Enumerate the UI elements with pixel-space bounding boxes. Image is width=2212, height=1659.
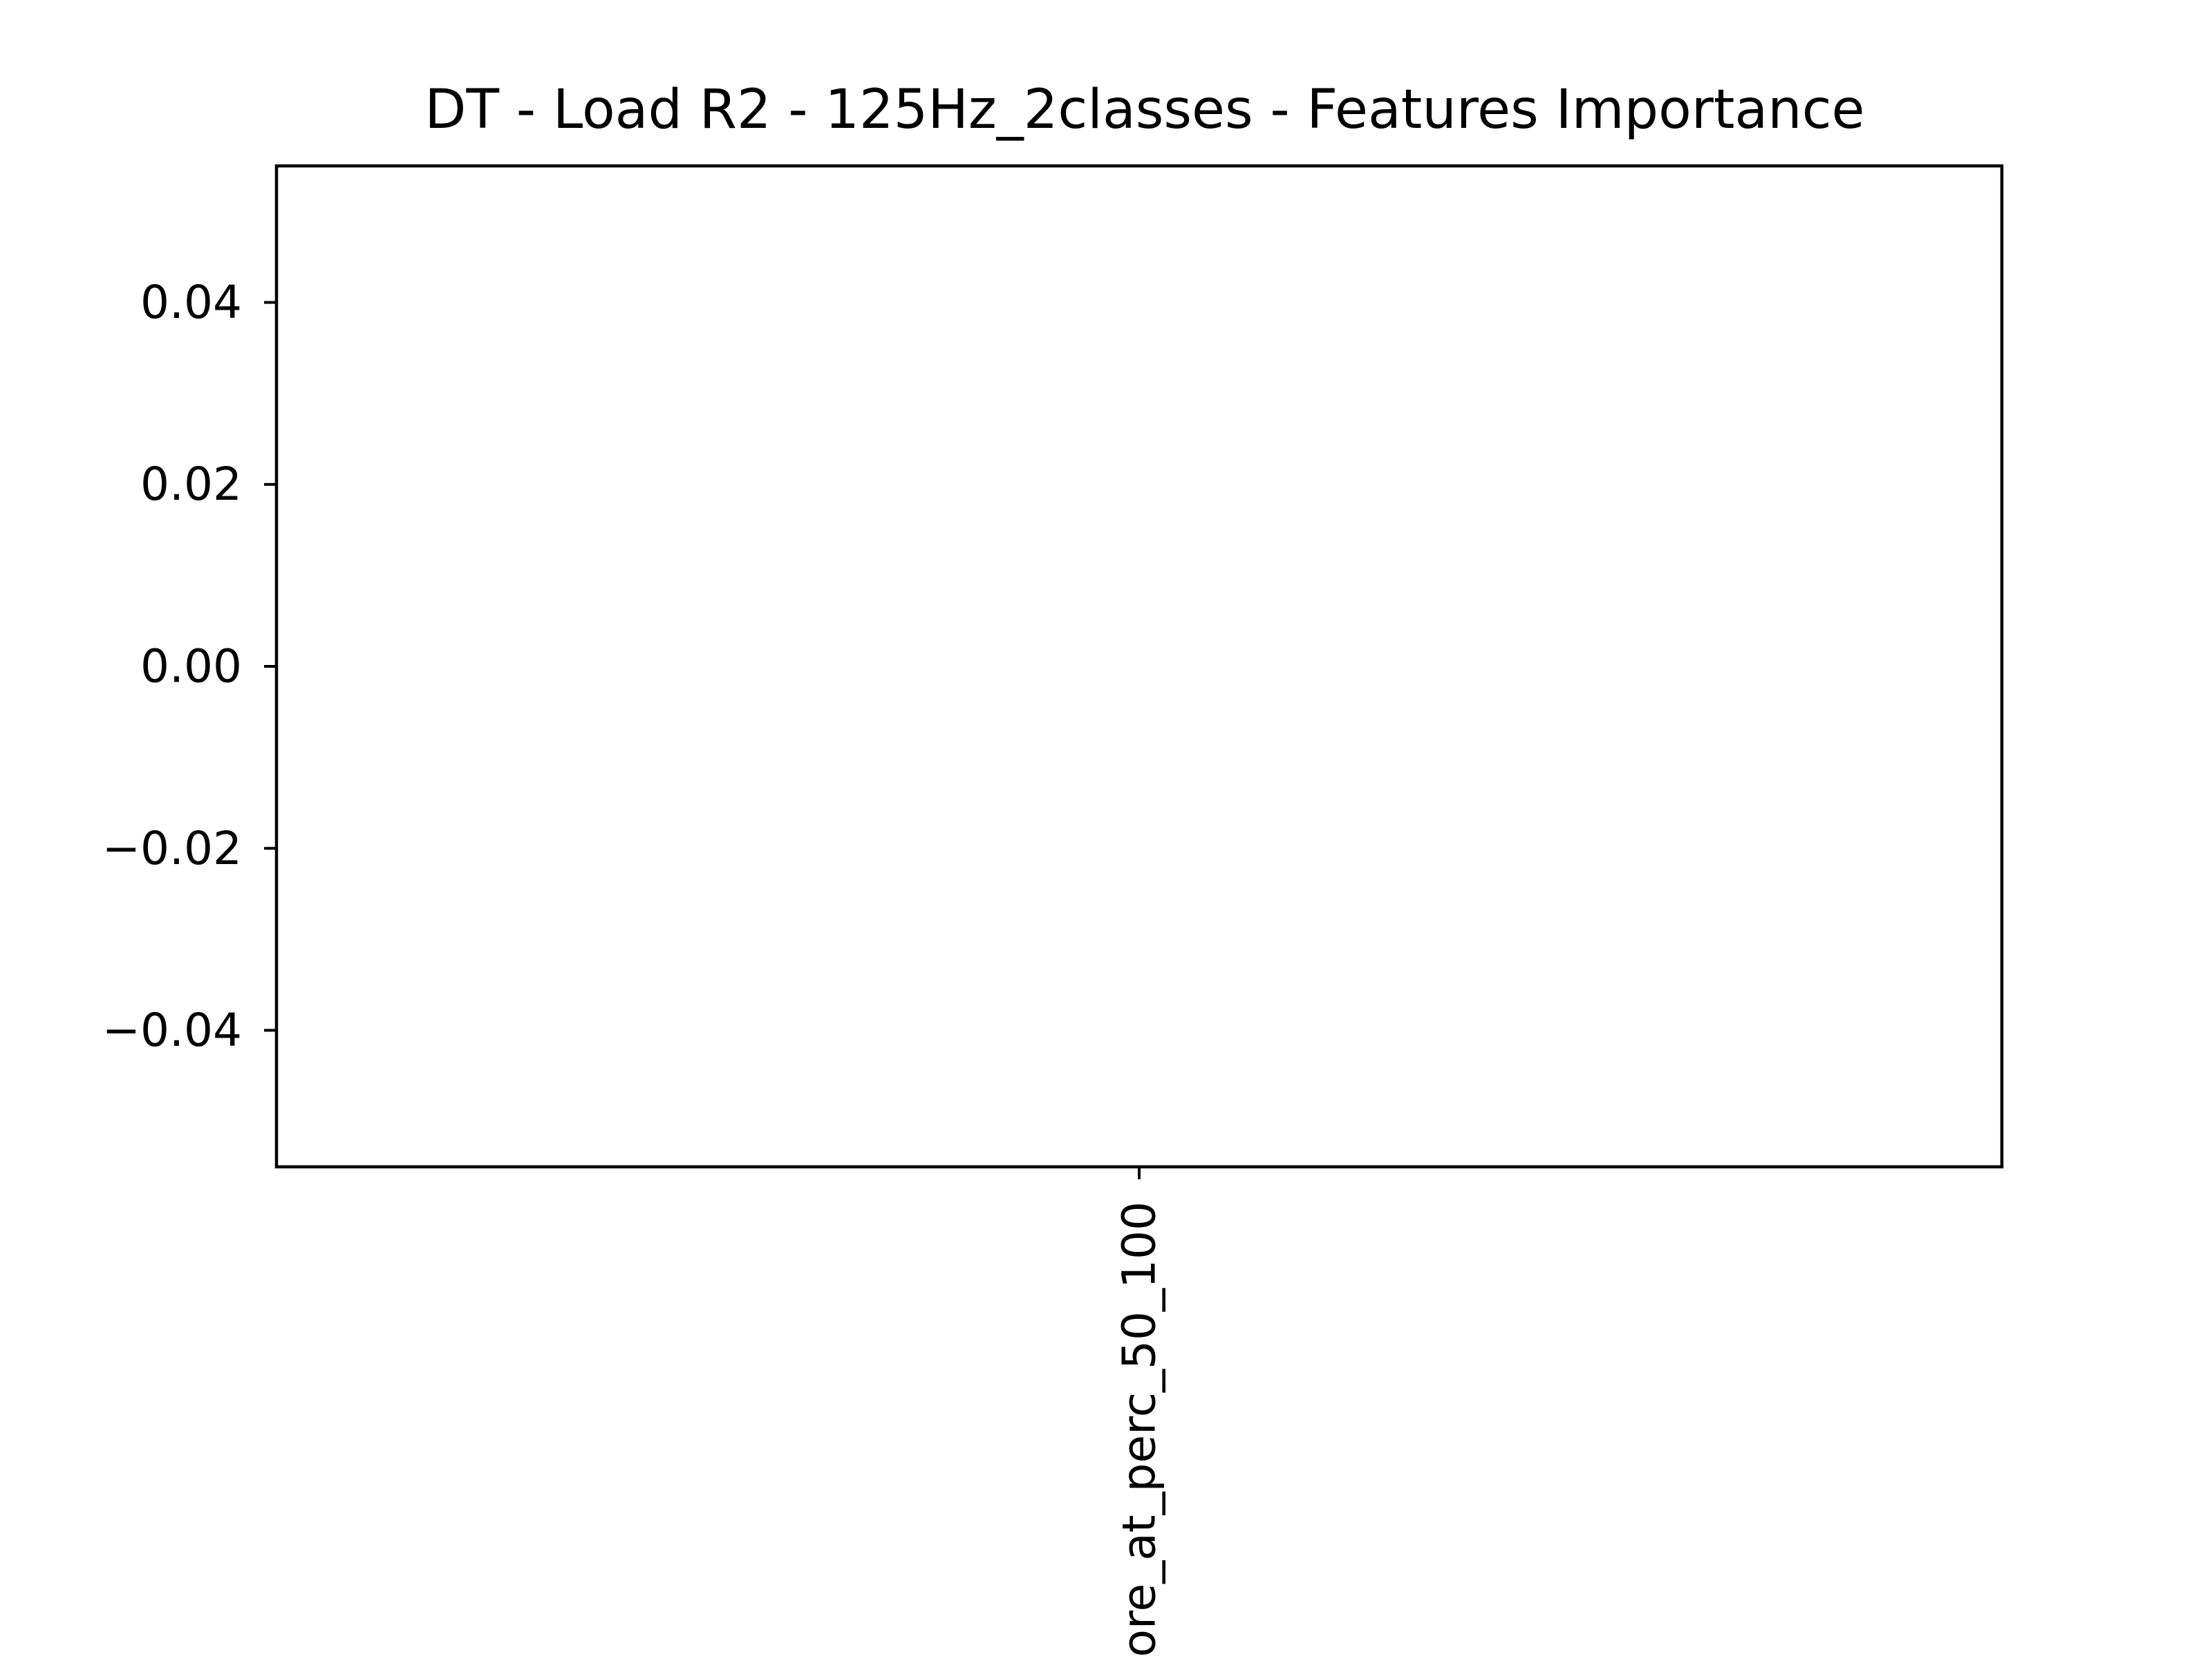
- y-tick-label: −0.02: [102, 822, 242, 875]
- y-tick-label: 0.02: [140, 458, 242, 511]
- chart-title: DT - Load R2 - 125Hz_2classes - Features…: [424, 79, 1864, 141]
- plot-area-frame: [274, 164, 2004, 1169]
- y-axis: −0.04 −0.02 0.00 0.02 0.04: [102, 276, 276, 1057]
- y-tick-label: −0.04: [102, 1004, 242, 1057]
- y-tick-label: 0.00: [140, 640, 242, 693]
- y-tick-label: 0.04: [140, 276, 242, 329]
- x-axis: ore_at_perc_50_100: [1113, 1167, 1166, 1657]
- x-tick-label: ore_at_perc_50_100: [1113, 1201, 1166, 1657]
